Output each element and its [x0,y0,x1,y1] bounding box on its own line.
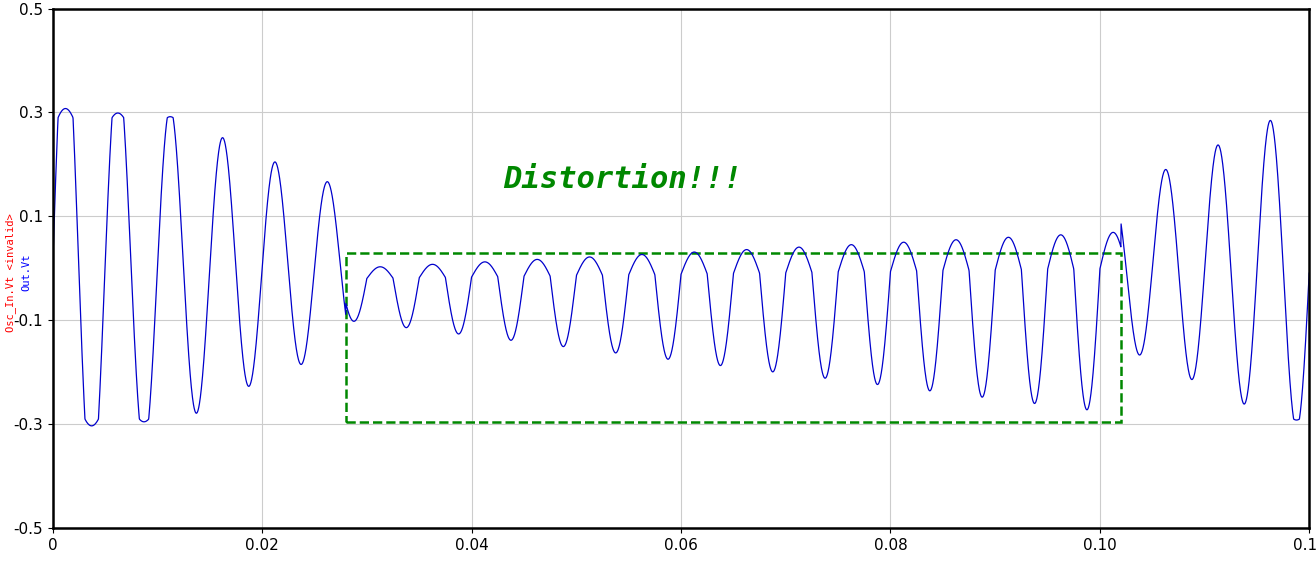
Text: Osc_In.Vt <invalid>: Osc_In.Vt <invalid> [5,213,16,332]
Text: Distortion!!!: Distortion!!! [503,165,742,194]
Text: Out.Vt: Out.Vt [21,254,32,291]
Bar [346,253,1121,421]
